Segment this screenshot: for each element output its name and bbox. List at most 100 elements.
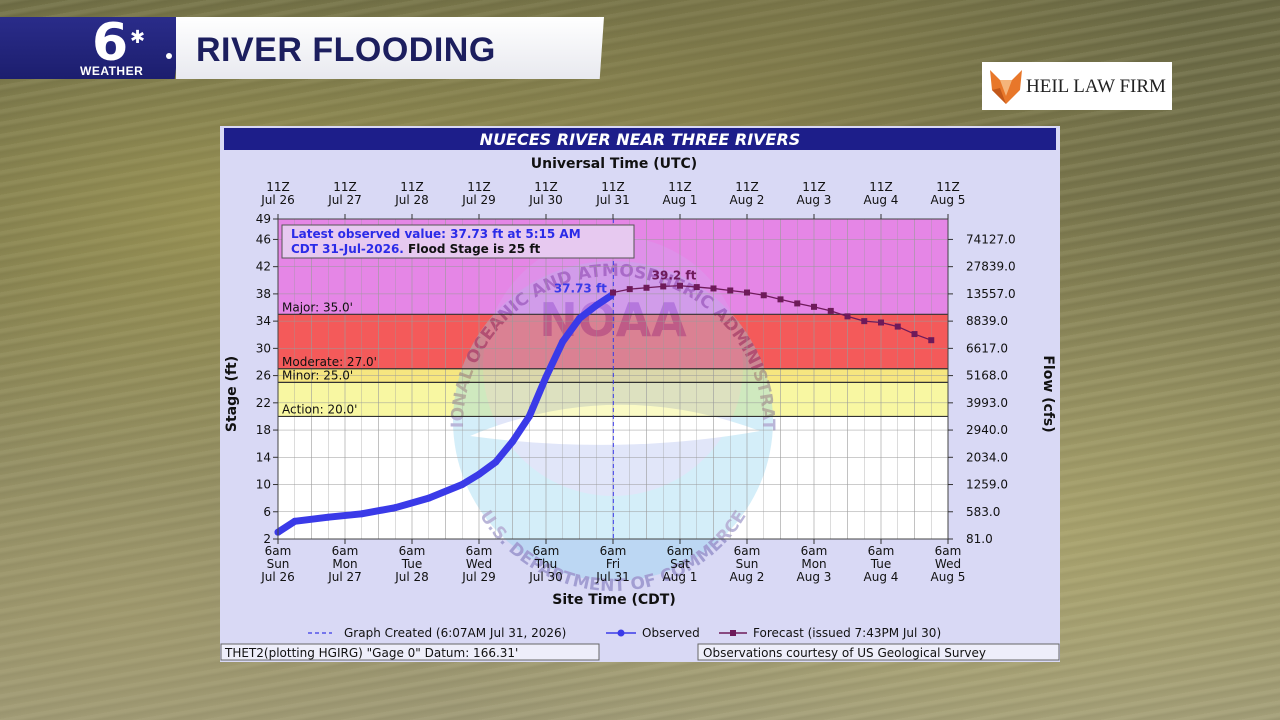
bottom-tick-label: Sun: [736, 557, 759, 571]
forecast-point: [660, 283, 667, 290]
right-tick-label: 27839.0: [966, 260, 1016, 274]
top-tick-label: 11Z: [601, 180, 625, 194]
observed-point: [576, 314, 583, 322]
bottom-tick-label: 6am: [868, 544, 895, 558]
bottom-tick-label: 6am: [667, 544, 694, 558]
left-axis-title: Stage (ft): [224, 356, 240, 432]
bottom-tick-label: 6am: [935, 544, 962, 558]
top-tick-label: Jul 28: [394, 193, 429, 207]
forecast-point: [626, 286, 633, 293]
forecast-point: [777, 296, 784, 303]
footer-right-box: [697, 643, 1060, 661]
bottom-tick-label: Jul 31: [595, 570, 630, 584]
forecast-point: [894, 323, 901, 330]
right-tick-label: 74127.0: [966, 232, 1016, 246]
banner-title: RIVER FLOODING: [196, 31, 496, 69]
right-tick-label: 583.0: [966, 505, 1000, 519]
top-tick-label: Aug 4: [864, 193, 899, 207]
top-tick-label: 11Z: [869, 180, 893, 194]
observed-line: [274, 292, 615, 536]
top-tick-label: 11Z: [802, 180, 826, 194]
right-tick-label: 6617.0: [966, 341, 1008, 355]
forecast-point: [760, 292, 767, 299]
bottom-tick-label: Aug 3: [797, 570, 832, 584]
top-tick-label: Jul 31: [595, 193, 630, 207]
forecast-point: [827, 307, 834, 314]
bottom-tick-label: Mon: [332, 557, 357, 571]
bottom-tick-label: Jul 29: [461, 570, 496, 584]
footer-datum: THET2(plotting HGIRG) "Gage 0" Datum: 16…: [224, 646, 518, 660]
observed-point: [492, 458, 500, 466]
top-tick-label: 11Z: [936, 180, 960, 194]
latest-observed-date: CDT 31-Jul-2026.: [291, 242, 404, 256]
legend: Graph Created (6:07AM Jul 31, 2026) Obse…: [308, 626, 941, 640]
observed-point: [525, 412, 533, 420]
right-tick-label: 81.0: [966, 532, 993, 546]
watermark-gull: [470, 404, 760, 445]
banner-title-background: [176, 17, 604, 79]
footer-credit: Observations courtesy of US Geological S…: [703, 646, 986, 660]
top-tick-label: Aug 2: [730, 193, 765, 207]
footer-left-box: [220, 643, 600, 661]
bottom-axis-title: Site Time (CDT): [552, 592, 676, 608]
legend-forecast-marker: [730, 630, 736, 636]
right-tick-label: 1259.0: [966, 478, 1008, 492]
bottom-tick-label: 6am: [533, 544, 560, 558]
top-tick-label: Aug 5: [931, 193, 966, 207]
bottom-tick-label: 6am: [466, 544, 493, 558]
sponsor-name: HEIL LAW FIRM: [1026, 76, 1166, 97]
bottom-tick-label: Jul 28: [394, 570, 429, 584]
bottom-tick-label: Fri: [606, 557, 620, 571]
top-tick-label: Jul 27: [327, 193, 362, 207]
forecast-point: [811, 303, 817, 310]
right-axis-ticks: 81.0 583.0 1259.0 2034.0 2940.0 3993.0 5168.0 6…: [948, 232, 1016, 546]
forecast-point: [911, 331, 918, 338]
observed-point: [475, 470, 483, 478]
band-label-moderate: Moderate: 27.0': [282, 355, 377, 369]
right-axis-title: Flow (cfs): [1040, 355, 1056, 432]
fox-icon: [990, 70, 1022, 104]
forecast-point: [861, 318, 868, 325]
forecast-series: [610, 282, 935, 344]
forecast-point: [610, 289, 616, 296]
observed-point: [542, 373, 550, 381]
forecast-point: [693, 284, 700, 291]
bottom-tick-label: 6am: [801, 544, 828, 558]
logo-weather-text: WEATHER: [80, 64, 144, 78]
observed-point: [559, 338, 567, 346]
band-label-minor: Minor: 25.0': [282, 368, 353, 382]
title-bar: [224, 128, 1056, 150]
top-tick-label: 11Z: [400, 180, 424, 194]
left-tick-label: 49: [256, 212, 271, 226]
latest-observed-box: [281, 224, 635, 259]
peak-annotations: 37.73 ft 39.2 ft: [554, 269, 697, 296]
right-tick-label: 3993.0: [966, 396, 1008, 410]
bottom-tick-label: Wed: [935, 557, 961, 571]
flood-stage-note: Flood Stage is 25 ft: [404, 242, 541, 256]
station-logo: 6 ✱ WEATHER: [0, 17, 182, 79]
top-tick-label: Aug 1: [663, 193, 698, 207]
observed-point: [324, 513, 332, 521]
bottom-tick-label: Wed: [466, 557, 492, 571]
left-tick-label: 14: [256, 450, 271, 464]
sponsor-logo: HEIL LAW FIRM: [982, 62, 1172, 110]
top-axis-title: Universal Time (UTC): [531, 156, 697, 172]
left-tick-label: 10: [256, 478, 271, 492]
banner-dot: [166, 53, 172, 59]
latest-observed-line2: CDT 31-Jul-2026. Flood Stage is 25 ft: [291, 242, 541, 256]
hydrograph-panel: NUECES RIVER NEAR THREE RIVERS Universal…: [213, 111, 1060, 662]
top-tick-label: 11Z: [467, 180, 491, 194]
observed-point: [425, 494, 433, 502]
grid-lines: [277, 218, 949, 540]
forecast-point: [744, 289, 750, 296]
left-tick-label: 30: [256, 341, 271, 355]
forecast-point: [844, 313, 851, 320]
title-banner: 6 ✱ WEATHER RIVER FLOODING: [0, 17, 604, 79]
observed-series: [274, 292, 615, 536]
bottom-tick-label: Sat: [670, 557, 690, 571]
observed-peak-label: 37.73 ft: [554, 282, 607, 296]
bottom-tick-label: Mon: [801, 557, 826, 571]
